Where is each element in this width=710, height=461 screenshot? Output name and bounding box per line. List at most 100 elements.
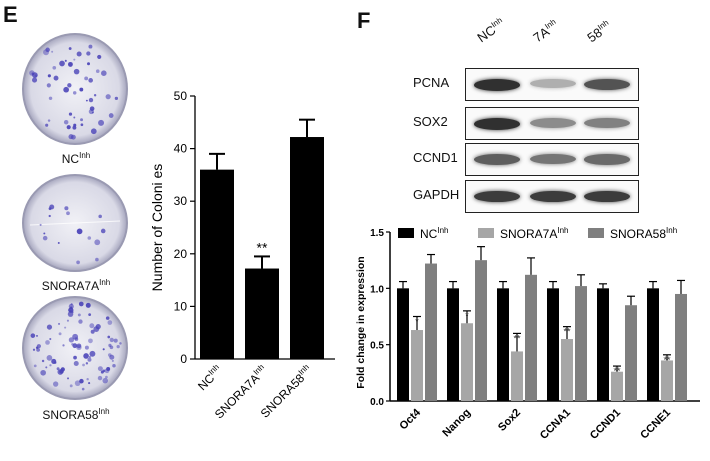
colony-spot [52,381,59,387]
blot-row-label: GAPDH [413,187,460,202]
colony-spot [69,384,73,388]
colony-spot [70,303,73,306]
colony-count-chart: 0 10 20 30 40 50 Number of Coloni es NCInh ** SNO… [149,89,335,420]
colony-spot [49,364,52,367]
x-tick-label: SNORA58Inh [257,363,315,420]
colony-spot [114,96,119,101]
colony-spot [88,382,91,385]
colony-spot [73,116,76,119]
y-tick-label: 40 [174,142,188,156]
colony-spot [90,128,97,135]
colony-spot [100,228,106,234]
x-tick-label: Oct4 [397,406,423,432]
colony-spot [63,119,69,125]
colony-spot [72,91,77,95]
blot-band [584,191,630,203]
colony-spot [46,83,51,88]
x-tick-label: NCInh [194,363,225,394]
dish-label-nc: NCInh [61,151,91,166]
significance-mark: ** [513,333,521,343]
colony-spot [72,333,79,340]
panel-letter-e: E [3,2,18,27]
colony-spot [40,369,46,376]
colony-spot [43,49,49,56]
panel-letter-f: F [357,8,371,33]
y-tick-label: 10 [174,299,188,313]
y-axis-title: Number of Coloni es [149,164,165,292]
y-tick-label: 1.5 [370,228,384,239]
colony-spot [90,329,95,334]
colony-spot [31,77,38,83]
colony-spot [78,319,83,324]
blot-strip-gapdh [465,180,639,213]
y-tick-label: 20 [174,247,188,261]
colony-spot [53,361,57,364]
x-tick-label: CCND1 [588,407,623,442]
colony-spot [88,97,94,103]
bar-snora58 [575,286,587,401]
blot-band [584,118,630,129]
colony-spot [109,337,114,343]
colony-spot [47,119,51,122]
blot-strip-pcna [465,68,639,101]
colony-spot [93,94,97,97]
colony-spot [109,345,114,350]
colony-spot [64,206,69,211]
x-tick-label: Nanog [440,407,473,440]
colony-spot [58,332,62,336]
colony-spot [67,377,70,380]
colony-spot [102,369,106,373]
colony-spot [109,354,115,360]
colony-spot [93,326,100,333]
colony-spot [47,74,51,78]
colony-spot [36,348,41,352]
colony-spot [81,387,85,391]
bar-snora7a [411,330,423,401]
blot-band [584,154,630,165]
blot-lane-label: NCInh [474,15,504,46]
colony-spot [106,366,111,371]
colony-spot [101,70,107,76]
bar-snora58 [290,137,324,359]
y-axis-title: Fold change in expression [355,256,367,388]
blot-lane-label: 7AInh [530,17,558,46]
y-tick-label: 0 [180,352,187,366]
legend-swatch [398,228,414,238]
blot-strip-ccnd1 [465,143,639,176]
bar-snora58 [625,305,637,401]
colony-spot [68,303,74,309]
colony-spot [45,340,50,345]
bar-nc [597,288,609,401]
bar-nc [447,288,459,401]
blot-band [530,154,576,165]
colony-spot [111,359,114,362]
colony-spot [32,348,36,351]
x-tick-label: Sox2 [496,407,523,434]
significance-mark: ** [613,366,621,376]
colony-spot [97,54,102,60]
colony-spot [53,75,59,81]
colony-spot [119,342,122,345]
colony-spot [108,113,114,118]
colony-spot [49,204,55,210]
colony-spot [63,86,70,93]
colony-spot [94,239,101,246]
colony-spot [68,337,75,343]
colony-spot [76,51,82,57]
colony-spot [107,320,113,325]
blot-lane-label: 58Inh [584,18,611,46]
colony-spot [45,123,49,127]
significance-mark: ** [257,239,268,255]
colony-spot [98,119,105,126]
colony-spot [87,62,91,66]
colony-spot [95,257,99,262]
legend-label: SNORA58Inh [610,226,677,241]
bar-snora7a [511,351,523,401]
colony-spot [74,380,81,387]
colony-spot [45,47,50,53]
colony-spot [45,366,48,369]
colony-spot [64,59,67,62]
colony-spot [86,51,91,56]
colony-spot [51,50,54,53]
colony-spot [70,134,76,140]
